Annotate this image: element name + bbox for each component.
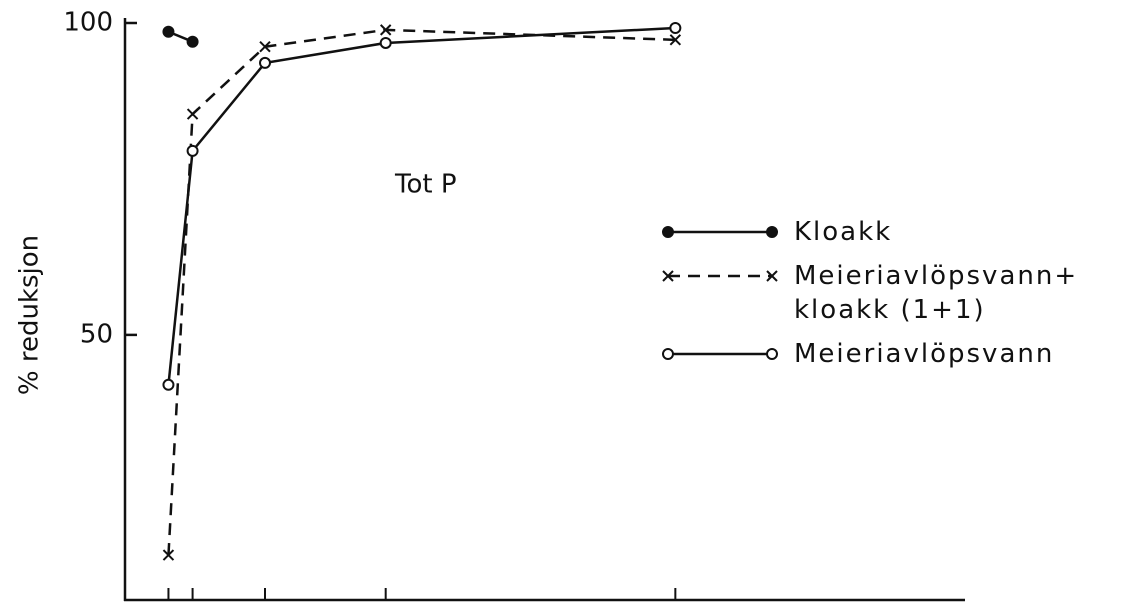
marker: [186, 35, 199, 48]
marker-cross: [162, 549, 175, 561]
y-tick-label: 100: [63, 8, 113, 38]
y-axis-label: % reduksjon: [15, 235, 45, 395]
series-line: [167, 26, 676, 385]
legend-entry: Meieriavlöpsvann+ kloakk (1+1): [660, 259, 1140, 327]
legend-entry: Kloakk: [660, 215, 1140, 249]
marker: [162, 378, 175, 391]
marker: [162, 549, 175, 561]
marker: [259, 40, 271, 53]
marker: [662, 348, 674, 360]
legend-label: Meieriavlöpsvann: [794, 339, 1055, 369]
marker-cross: [186, 108, 199, 120]
series-line: [167, 28, 676, 556]
marker: [186, 144, 199, 157]
marker: [662, 270, 674, 282]
marker: [162, 25, 175, 38]
legend-swatch: [662, 226, 778, 238]
legend-entry: Meieriavlöpsvann: [660, 337, 1140, 371]
marker: [669, 34, 682, 46]
legend-swatch: [662, 270, 778, 282]
marker: [669, 21, 682, 34]
annotation: Tot P: [394, 170, 457, 200]
marker: [186, 108, 199, 120]
legend-label: Meieriavlöpsvann+ kloakk (1+1): [794, 261, 1079, 325]
marker: [259, 56, 271, 69]
marker-cross: [662, 270, 674, 282]
marker-cross: [669, 34, 682, 46]
legend: Kloakk Meieriavlöpsvann+ kloakk (1+1) Meie…: [660, 215, 1140, 381]
marker: [766, 226, 778, 238]
y-tick-label: 50: [80, 319, 113, 349]
marker-cross: [379, 24, 392, 36]
marker-cross: [259, 40, 271, 53]
legend-label: Kloakk: [794, 217, 893, 247]
marker: [662, 226, 674, 238]
marker: [379, 36, 392, 49]
marker: [766, 348, 778, 360]
marker: [766, 270, 778, 282]
marker: [379, 24, 392, 36]
marker-cross: [766, 270, 778, 282]
legend-swatch: [662, 348, 778, 360]
